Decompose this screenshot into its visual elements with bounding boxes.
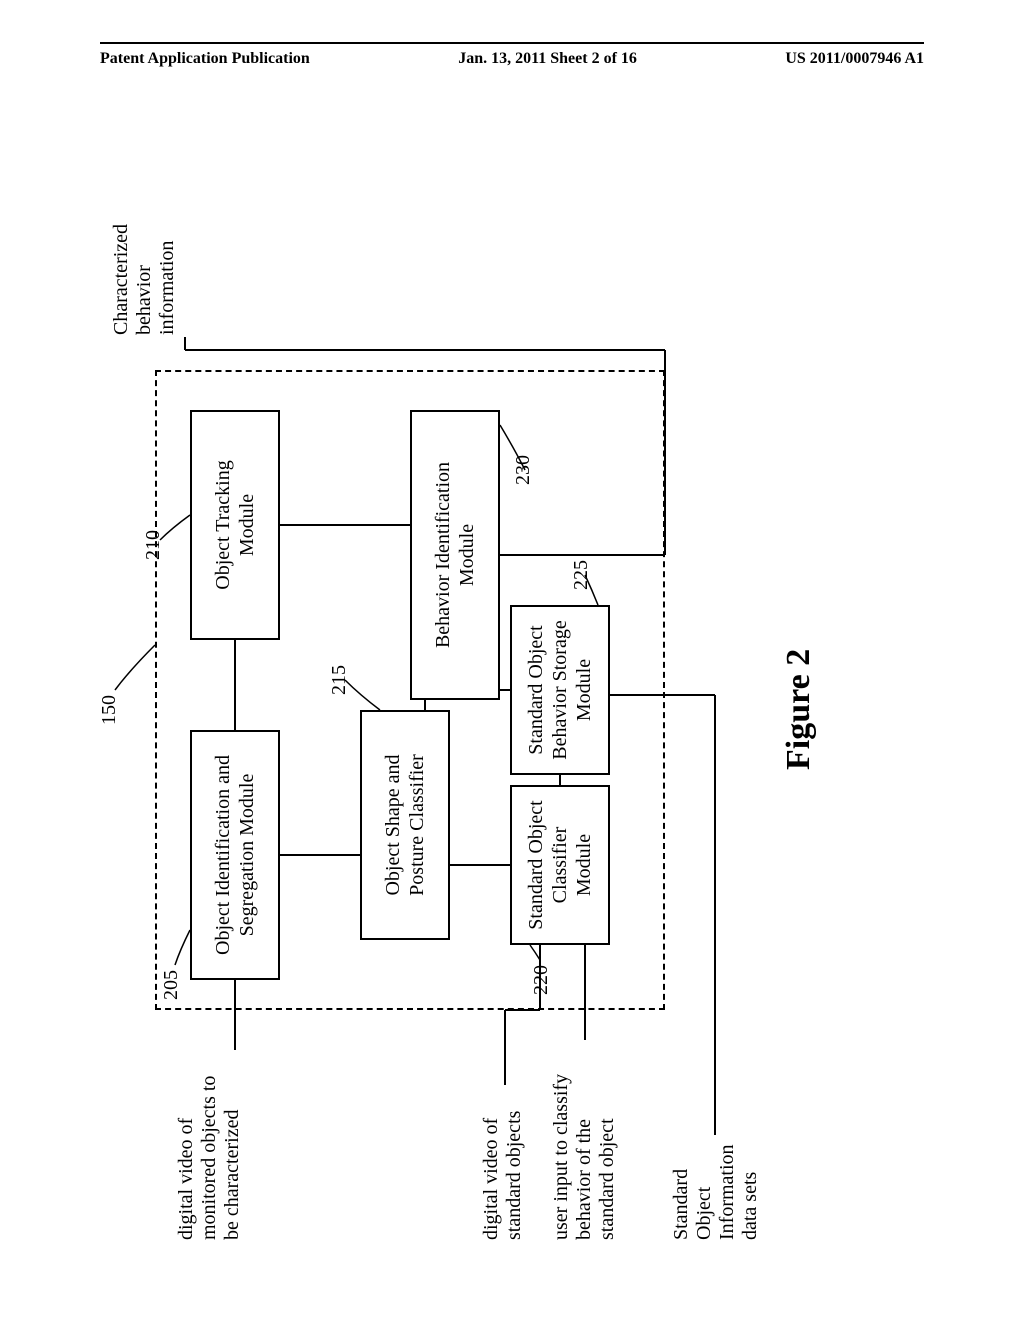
node-object-identification: Object Identification andSegregation Mod…	[190, 730, 280, 980]
input-user-classify: user input to classifybehavior of thesta…	[550, 1074, 619, 1240]
input-digital-video-monitored: digital video ofmonitored objects tobe c…	[175, 1076, 244, 1240]
node-label: Object Shape andPosture Classifier	[381, 754, 429, 896]
header-left: Patent Application Publication	[100, 50, 310, 68]
diagram-stage: Object Identification andSegregation Mod…	[80, 130, 950, 1250]
header-center: Jan. 13, 2011 Sheet 2 of 16	[458, 50, 637, 68]
diagram-rotated-wrapper: Object Identification andSegregation Mod…	[0, 255, 1024, 1125]
ref-225: 225	[570, 560, 593, 590]
node-standard-object-classifier: Standard ObjectClassifierModule	[510, 785, 610, 945]
ref-205: 205	[160, 970, 183, 1000]
node-label: Object TrackingModule	[211, 460, 259, 589]
page-header: Patent Application Publication Jan. 13, …	[100, 42, 924, 68]
node-shape-posture-classifier: Object Shape andPosture Classifier	[360, 710, 450, 940]
ref-215: 215	[328, 665, 351, 695]
node-label: Standard ObjectBehavior StorageModule	[524, 620, 596, 759]
node-label: Behavior IdentificationModule	[431, 462, 479, 648]
header-right: US 2011/0007946 A1	[785, 50, 924, 68]
node-standard-object-behavior-storage: Standard ObjectBehavior StorageModule	[510, 605, 610, 775]
input-standard-object-datasets: StandardObjectInformationdata sets	[670, 1144, 762, 1240]
node-behavior-identification: Behavior IdentificationModule	[410, 410, 500, 700]
output-characterized-behavior: Characterizedbehaviorinformation	[110, 224, 179, 335]
ref-150: 150	[98, 695, 121, 725]
ref-220: 220	[530, 965, 553, 995]
ref-210: 210	[142, 530, 165, 560]
input-digital-video-standard: digital video ofstandard objects	[480, 1111, 526, 1240]
node-label: Standard ObjectClassifierModule	[524, 800, 596, 929]
figure-label: Figure 2	[780, 649, 818, 770]
node-object-tracking: Object TrackingModule	[190, 410, 280, 640]
node-label: Object Identification andSegregation Mod…	[211, 755, 259, 955]
ref-230: 230	[512, 455, 535, 485]
